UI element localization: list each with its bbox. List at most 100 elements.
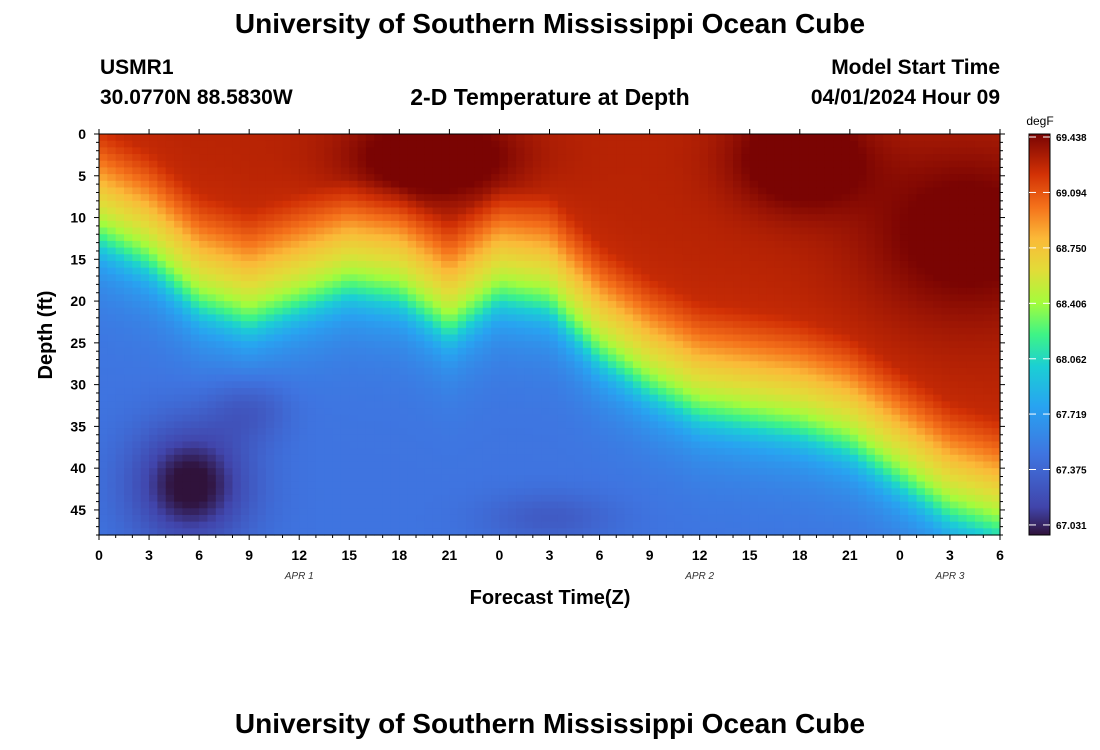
heatmap-cell — [365, 488, 375, 496]
heatmap-cell — [532, 220, 542, 229]
heatmap-cell — [365, 220, 375, 229]
heatmap-cell — [207, 267, 217, 275]
heatmap-cell — [449, 294, 459, 302]
heatmap-cell — [708, 140, 717, 148]
heatmap-cell — [632, 428, 642, 436]
heatmap-cell — [649, 387, 659, 396]
heatmap-cell — [249, 187, 259, 195]
heatmap-cell — [307, 488, 317, 496]
heatmap-cell — [674, 274, 684, 282]
heatmap-cell — [299, 381, 309, 389]
heatmap-cell — [132, 247, 142, 255]
heatmap-cell — [299, 327, 309, 336]
heatmap-cell — [190, 187, 200, 195]
heatmap-cell — [382, 428, 392, 436]
heatmap-cell — [507, 494, 517, 503]
heatmap-cell — [149, 394, 158, 402]
heatmap-cell — [149, 387, 158, 396]
heatmap-cell — [265, 528, 275, 536]
heatmap-cell — [365, 501, 375, 509]
heatmap-cell — [741, 240, 751, 249]
heatmap-cell — [491, 321, 501, 329]
heatmap-cell — [499, 174, 509, 182]
heatmap-cell — [365, 147, 375, 155]
heatmap-cell — [324, 448, 334, 456]
heatmap-cell — [107, 220, 117, 229]
heatmap-cell — [474, 167, 484, 175]
heatmap-cell — [399, 408, 409, 416]
heatmap-cell — [349, 481, 359, 489]
heatmap-cell — [641, 401, 651, 409]
heatmap-cell — [507, 167, 517, 175]
heatmap-cell — [657, 167, 667, 175]
heatmap-cell — [708, 227, 717, 235]
heatmap-cell — [424, 321, 434, 329]
heatmap-cell — [741, 354, 751, 362]
heatmap-cell — [666, 147, 676, 155]
heatmap-cell — [441, 434, 450, 443]
heatmap-cell — [724, 428, 734, 436]
heatmap-cell — [140, 220, 150, 229]
heatmap-cell — [199, 354, 209, 362]
heatmap-cell — [733, 301, 742, 309]
heatmap-cell — [124, 394, 133, 402]
heatmap-cell — [382, 361, 392, 369]
heatmap-cell — [149, 207, 158, 215]
heatmap-cell — [666, 214, 676, 222]
heatmap-cell — [115, 147, 125, 155]
heatmap-cell — [365, 528, 375, 536]
heatmap-cell — [532, 134, 542, 142]
heatmap-cell — [299, 167, 309, 175]
heatmap-cell — [682, 521, 692, 529]
heatmap-cell — [282, 187, 292, 195]
heatmap-cell — [491, 347, 501, 356]
heatmap-cell — [432, 327, 442, 336]
heatmap-cell — [532, 448, 542, 456]
heatmap-cell — [666, 140, 676, 148]
heatmap-cell — [190, 488, 200, 496]
heatmap-cell — [624, 240, 634, 249]
heatmap-cell — [607, 294, 617, 302]
heatmap-cell — [215, 254, 225, 262]
heatmap-cell — [674, 441, 684, 449]
heatmap-cell — [307, 267, 317, 275]
heatmap-cell — [307, 274, 317, 282]
heatmap-cell — [416, 254, 425, 262]
heatmap-cell — [749, 461, 759, 469]
heatmap-cell — [149, 448, 158, 456]
heatmap-cell — [282, 361, 292, 369]
heatmap-cell — [365, 194, 375, 202]
heatmap-cell — [340, 501, 350, 509]
heatmap-cell — [207, 234, 217, 242]
heatmap-cell — [758, 134, 767, 142]
heatmap-cell — [232, 187, 242, 195]
heatmap-cell — [257, 207, 267, 215]
heatmap-cell — [507, 488, 517, 496]
heatmap-cell — [424, 134, 434, 142]
heatmap-cell — [499, 528, 509, 536]
heatmap-cell — [749, 401, 759, 409]
heatmap-cell — [557, 508, 567, 516]
heatmap-cell — [324, 514, 334, 523]
heatmap-cell — [582, 160, 592, 169]
heatmap-cell — [115, 334, 125, 342]
heatmap-cell — [724, 314, 734, 322]
heatmap-cell — [491, 401, 501, 409]
heatmap-cell — [432, 488, 442, 496]
heatmap-cell — [457, 200, 467, 209]
heatmap-cell — [274, 441, 284, 449]
heatmap-cell — [574, 187, 584, 195]
heatmap-cell — [649, 354, 659, 362]
heatmap-cell — [357, 301, 367, 309]
heatmap-cell — [407, 294, 417, 302]
heatmap-cell — [257, 220, 267, 229]
heatmap-cell — [641, 468, 651, 476]
heatmap-cell — [682, 347, 692, 356]
heatmap-cell — [407, 347, 417, 356]
heatmap-cell — [549, 374, 559, 382]
heatmap-cell — [682, 327, 692, 336]
heatmap-cell — [532, 347, 542, 356]
heatmap-cell — [557, 514, 567, 523]
heatmap-cell — [499, 374, 509, 382]
heatmap-cell — [466, 154, 476, 162]
